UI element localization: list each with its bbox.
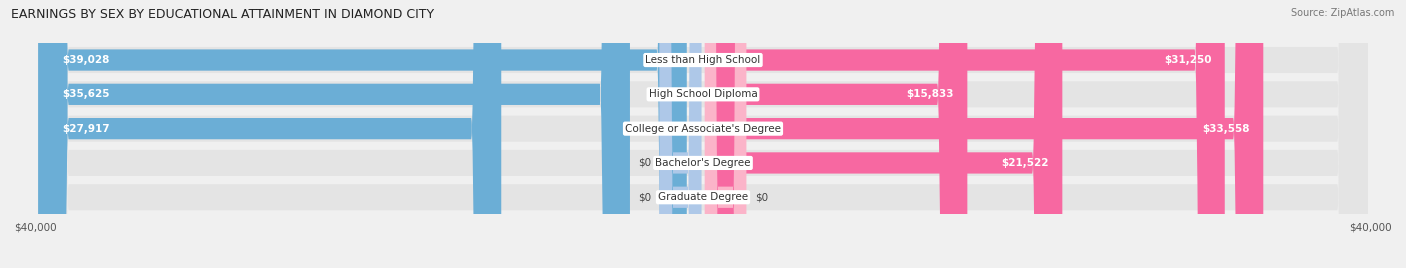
FancyBboxPatch shape bbox=[706, 0, 1264, 268]
Text: $15,833: $15,833 bbox=[907, 89, 955, 99]
Text: EARNINGS BY SEX BY EDUCATIONAL ATTAINMENT IN DIAMOND CITY: EARNINGS BY SEX BY EDUCATIONAL ATTAINMEN… bbox=[11, 8, 434, 21]
FancyBboxPatch shape bbox=[659, 0, 702, 268]
Text: $27,917: $27,917 bbox=[62, 124, 110, 134]
Text: High School Diploma: High School Diploma bbox=[648, 89, 758, 99]
FancyBboxPatch shape bbox=[38, 0, 1368, 268]
Text: $0: $0 bbox=[755, 192, 768, 202]
Text: Source: ZipAtlas.com: Source: ZipAtlas.com bbox=[1291, 8, 1395, 18]
Text: $35,625: $35,625 bbox=[62, 89, 110, 99]
Text: Bachelor's Degree: Bachelor's Degree bbox=[655, 158, 751, 168]
FancyBboxPatch shape bbox=[706, 0, 1063, 268]
Text: $0: $0 bbox=[638, 158, 651, 168]
FancyBboxPatch shape bbox=[38, 0, 1368, 268]
FancyBboxPatch shape bbox=[706, 0, 967, 268]
FancyBboxPatch shape bbox=[38, 0, 686, 268]
Text: $21,522: $21,522 bbox=[1001, 158, 1049, 168]
Text: $31,250: $31,250 bbox=[1164, 55, 1212, 65]
Text: Graduate Degree: Graduate Degree bbox=[658, 192, 748, 202]
Text: $33,558: $33,558 bbox=[1202, 124, 1250, 134]
Text: Less than High School: Less than High School bbox=[645, 55, 761, 65]
FancyBboxPatch shape bbox=[38, 0, 1368, 268]
FancyBboxPatch shape bbox=[38, 0, 1368, 268]
FancyBboxPatch shape bbox=[38, 0, 1368, 268]
Text: $39,028: $39,028 bbox=[62, 55, 110, 65]
FancyBboxPatch shape bbox=[659, 0, 702, 268]
FancyBboxPatch shape bbox=[706, 0, 1225, 268]
FancyBboxPatch shape bbox=[38, 0, 502, 268]
Text: College or Associate's Degree: College or Associate's Degree bbox=[626, 124, 780, 134]
Text: $0: $0 bbox=[638, 192, 651, 202]
FancyBboxPatch shape bbox=[38, 0, 630, 268]
FancyBboxPatch shape bbox=[704, 0, 747, 268]
